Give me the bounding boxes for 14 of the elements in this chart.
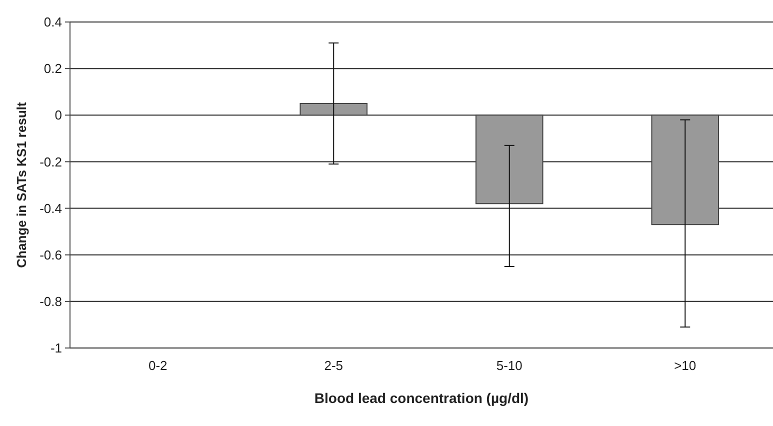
- x-tick-label: >10: [674, 358, 696, 373]
- y-tick-label: -0.6: [40, 247, 62, 262]
- y-tick-label: -0.2: [40, 154, 62, 170]
- x-axis-title: Blood lead concentration (µg/dl): [314, 390, 529, 406]
- y-axis-title: Change in SATs KS1 result: [14, 102, 29, 268]
- y-tick-label: 0.2: [44, 61, 62, 76]
- y-tick-label: -0.4: [40, 200, 62, 216]
- y-tick-label: 0: [54, 108, 62, 123]
- x-tick-label: 0-2: [148, 358, 168, 373]
- y-tick-label: 0.4: [44, 14, 62, 30]
- x-tick-label: 2-5: [324, 358, 344, 373]
- y-tick-label: -0.8: [40, 294, 62, 309]
- x-tick-label: 5-10: [496, 358, 522, 373]
- y-tick-label: -1: [50, 340, 62, 356]
